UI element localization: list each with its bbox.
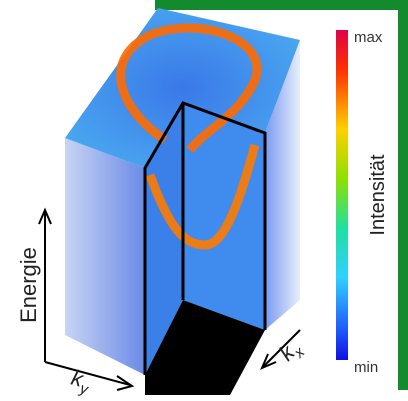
energy-label: Energie (16, 247, 41, 323)
colorbar (336, 30, 348, 360)
figure: max min Intensität Energie ky kx (0, 0, 408, 401)
colorbar-min: min (354, 359, 378, 376)
colorbar-max: max (354, 29, 383, 46)
colorbar-title: Intensität (367, 154, 389, 236)
cut-face-right (183, 103, 265, 330)
cube-left-face (65, 138, 145, 375)
